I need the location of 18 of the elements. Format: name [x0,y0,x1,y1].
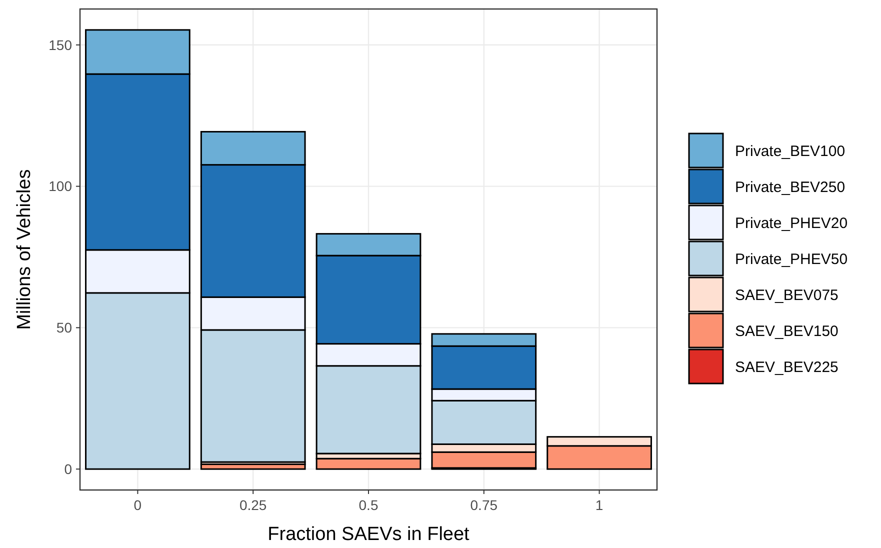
legend-label: SAEV_BEV150 [735,322,838,340]
legend-label: Private_PHEV20 [735,214,848,232]
x-tick-label: 0.75 [470,497,498,513]
legend-label: SAEV_BEV075 [735,286,838,304]
x-tick-label: 0.25 [239,497,267,513]
legend-label: SAEV_BEV225 [735,358,838,376]
y-tick-label: 100 [48,178,72,194]
y-tick-label: 0 [64,460,72,477]
x-tick-label: 0 [134,497,142,513]
x-axis-title: Fraction SAEVs in Fleet [268,524,470,545]
legend-label: Private_PHEV50 [735,250,848,268]
x-tick-label: 1 [595,497,604,513]
y-tick-label: 150 [48,36,72,53]
legend-label: Private_BEV100 [735,142,846,160]
legend-label: Private_BEV250 [735,178,846,196]
x-tick-label: 0.5 [358,497,378,513]
y-tick-label: 50 [56,320,72,336]
y-axis-title: Millions of Vehicles [14,169,35,330]
